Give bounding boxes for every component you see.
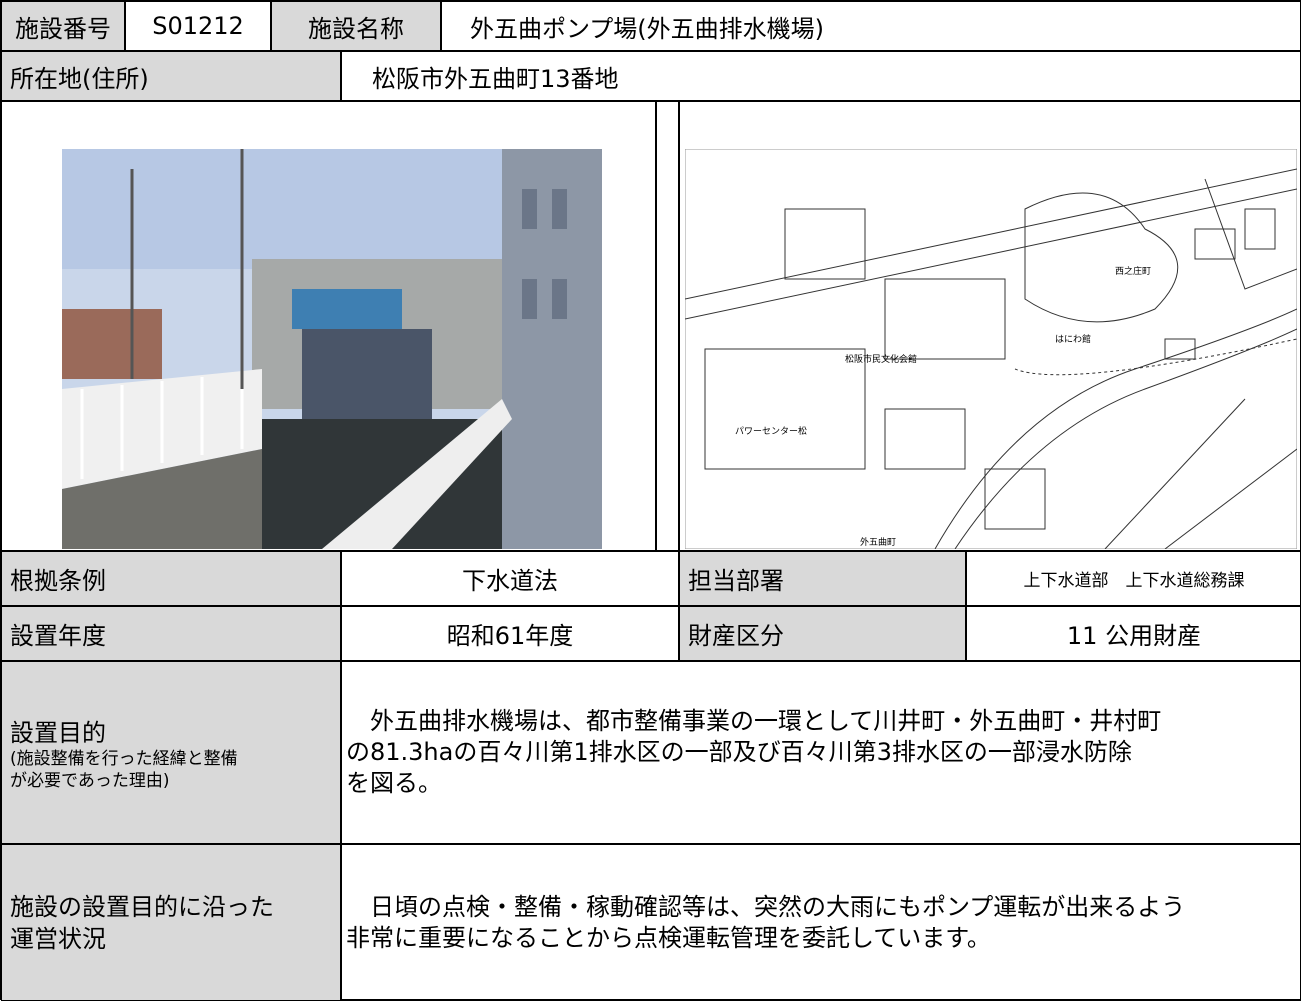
name-label: 施設名称 (271, 1, 441, 51)
row-value: 上下水道部 上下水道総務課 (966, 551, 1301, 606)
row-value: 下水道法 (341, 551, 679, 606)
purpose-note: (施設整備を行った経緯と整備 (10, 749, 238, 769)
photo-cell (1, 101, 656, 551)
row-label: 担当部署 (679, 551, 966, 606)
id-label: 施設番号 (1, 1, 125, 51)
operation-label: 運営状況 (10, 924, 106, 953)
map: パワーセンター松 松阪市民文化会館 はにわ館 西之庄町 外五曲町 (685, 149, 1297, 549)
map-cell: パワーセンター松 松阪市民文化会館 はにわ館 西之庄町 外五曲町 (679, 101, 1301, 551)
operation-line: 非常に重要になることから点検運転管理を委託しています。 (346, 923, 991, 952)
purpose-note: が必要であった理由) (10, 771, 170, 791)
purpose-label: 設置目的 (10, 719, 106, 747)
photo (62, 149, 602, 549)
purpose-line: 外五曲排水機場は、都市整備事業の一環として川井町・外五曲町・井村町 (346, 707, 1162, 735)
row-label: 設置年度 (1, 606, 341, 661)
purpose-line: の81.3haの百々川第1排水区の一部及び百々川第3排水区の一部浸水防除 (346, 738, 1132, 766)
map-label: 西之庄町 (1115, 265, 1151, 277)
map-label: はにわ館 (1055, 333, 1091, 345)
row-label: 根拠条例 (1, 551, 341, 606)
row-value: 昭和61年度 (341, 606, 679, 661)
divider-cell (656, 101, 679, 551)
map-label: 松阪市民文化会館 (845, 353, 917, 365)
purpose-cell: 外五曲排水機場は、都市整備事業の一環として川井町・外五曲町・井村町 の81.3h… (341, 661, 1301, 844)
name: 外五曲ポンプ場(外五曲排水機場) (441, 1, 1301, 51)
operation-cell: 日頃の点検・整備・稼動確認等は、突然の大雨にもポンプ運転が出来るよう 非常に重要… (341, 844, 1301, 1001)
purpose-line: を図る。 (346, 769, 442, 797)
map-label: パワーセンター松 (735, 425, 807, 437)
row-value: 11 公用財産 (966, 606, 1301, 661)
row-label: 財産区分 (679, 606, 966, 661)
address-label: 所在地(住所) (1, 51, 341, 101)
map-label: 外五曲町 (860, 536, 896, 548)
purpose-label-cell: 設置目的 (施設整備を行った経緯と整備 が必要であった理由) (1, 661, 341, 844)
operation-label-cell: 施設の設置目的に沿った 運営状況 (1, 844, 341, 1001)
id: S01212 (125, 1, 271, 51)
address: 松阪市外五曲町13番地 (341, 51, 1301, 101)
operation-label: 施設の設置目的に沿った (10, 892, 274, 921)
operation-line: 日頃の点検・整備・稼動確認等は、突然の大雨にもポンプ運転が出来るよう (346, 892, 1186, 921)
